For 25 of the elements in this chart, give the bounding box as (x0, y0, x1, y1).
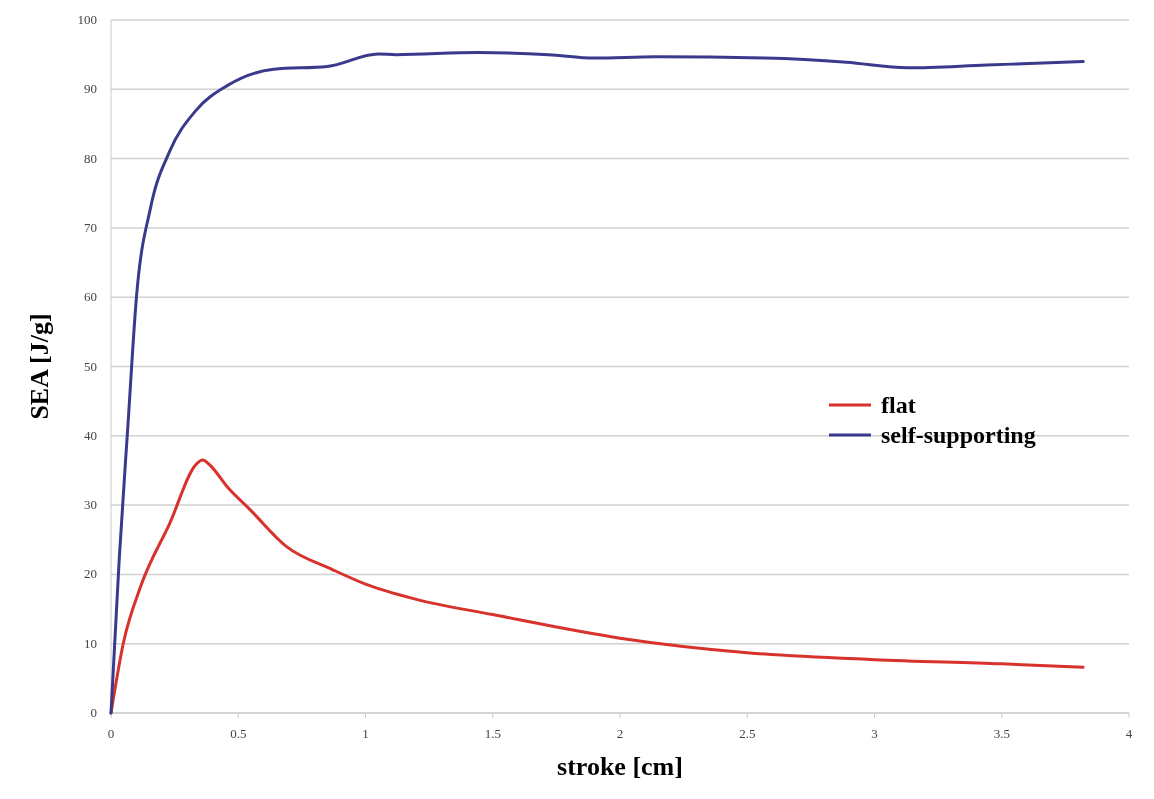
y-tick-label: 10 (84, 635, 97, 651)
y-tick-label: 20 (84, 566, 97, 582)
y-tick-label: 60 (84, 289, 97, 305)
legend-label: self-supporting (881, 422, 1036, 448)
y-tick-label: 0 (90, 705, 97, 720)
x-tick-label: 2.5 (739, 726, 756, 741)
x-tick-label: 3 (871, 726, 878, 741)
x-tick-label: 1.5 (484, 726, 501, 741)
y-tick-label: 100 (77, 12, 97, 27)
x-tick-label: 0.5 (230, 726, 247, 741)
x-tick-label: 1 (362, 726, 369, 741)
y-tick-label: 70 (84, 219, 97, 235)
x-axis-title: stroke [cm] (557, 752, 683, 781)
x-tick-label: 3.5 (993, 726, 1010, 741)
y-tick-label: 80 (84, 150, 97, 166)
y-tick-label: 90 (84, 81, 97, 97)
y-axis-title: SEA [J/g] (25, 313, 54, 420)
x-tick-label: 4 (1125, 726, 1133, 741)
y-tick-label: 30 (84, 497, 97, 513)
y-tick-label: 50 (84, 358, 97, 374)
x-tick-label: 0 (107, 726, 115, 741)
y-tick-label: 40 (84, 427, 97, 443)
legend-label: flat (881, 392, 916, 418)
x-tick-label: 2 (616, 726, 624, 741)
line-series (109, 51, 1085, 715)
